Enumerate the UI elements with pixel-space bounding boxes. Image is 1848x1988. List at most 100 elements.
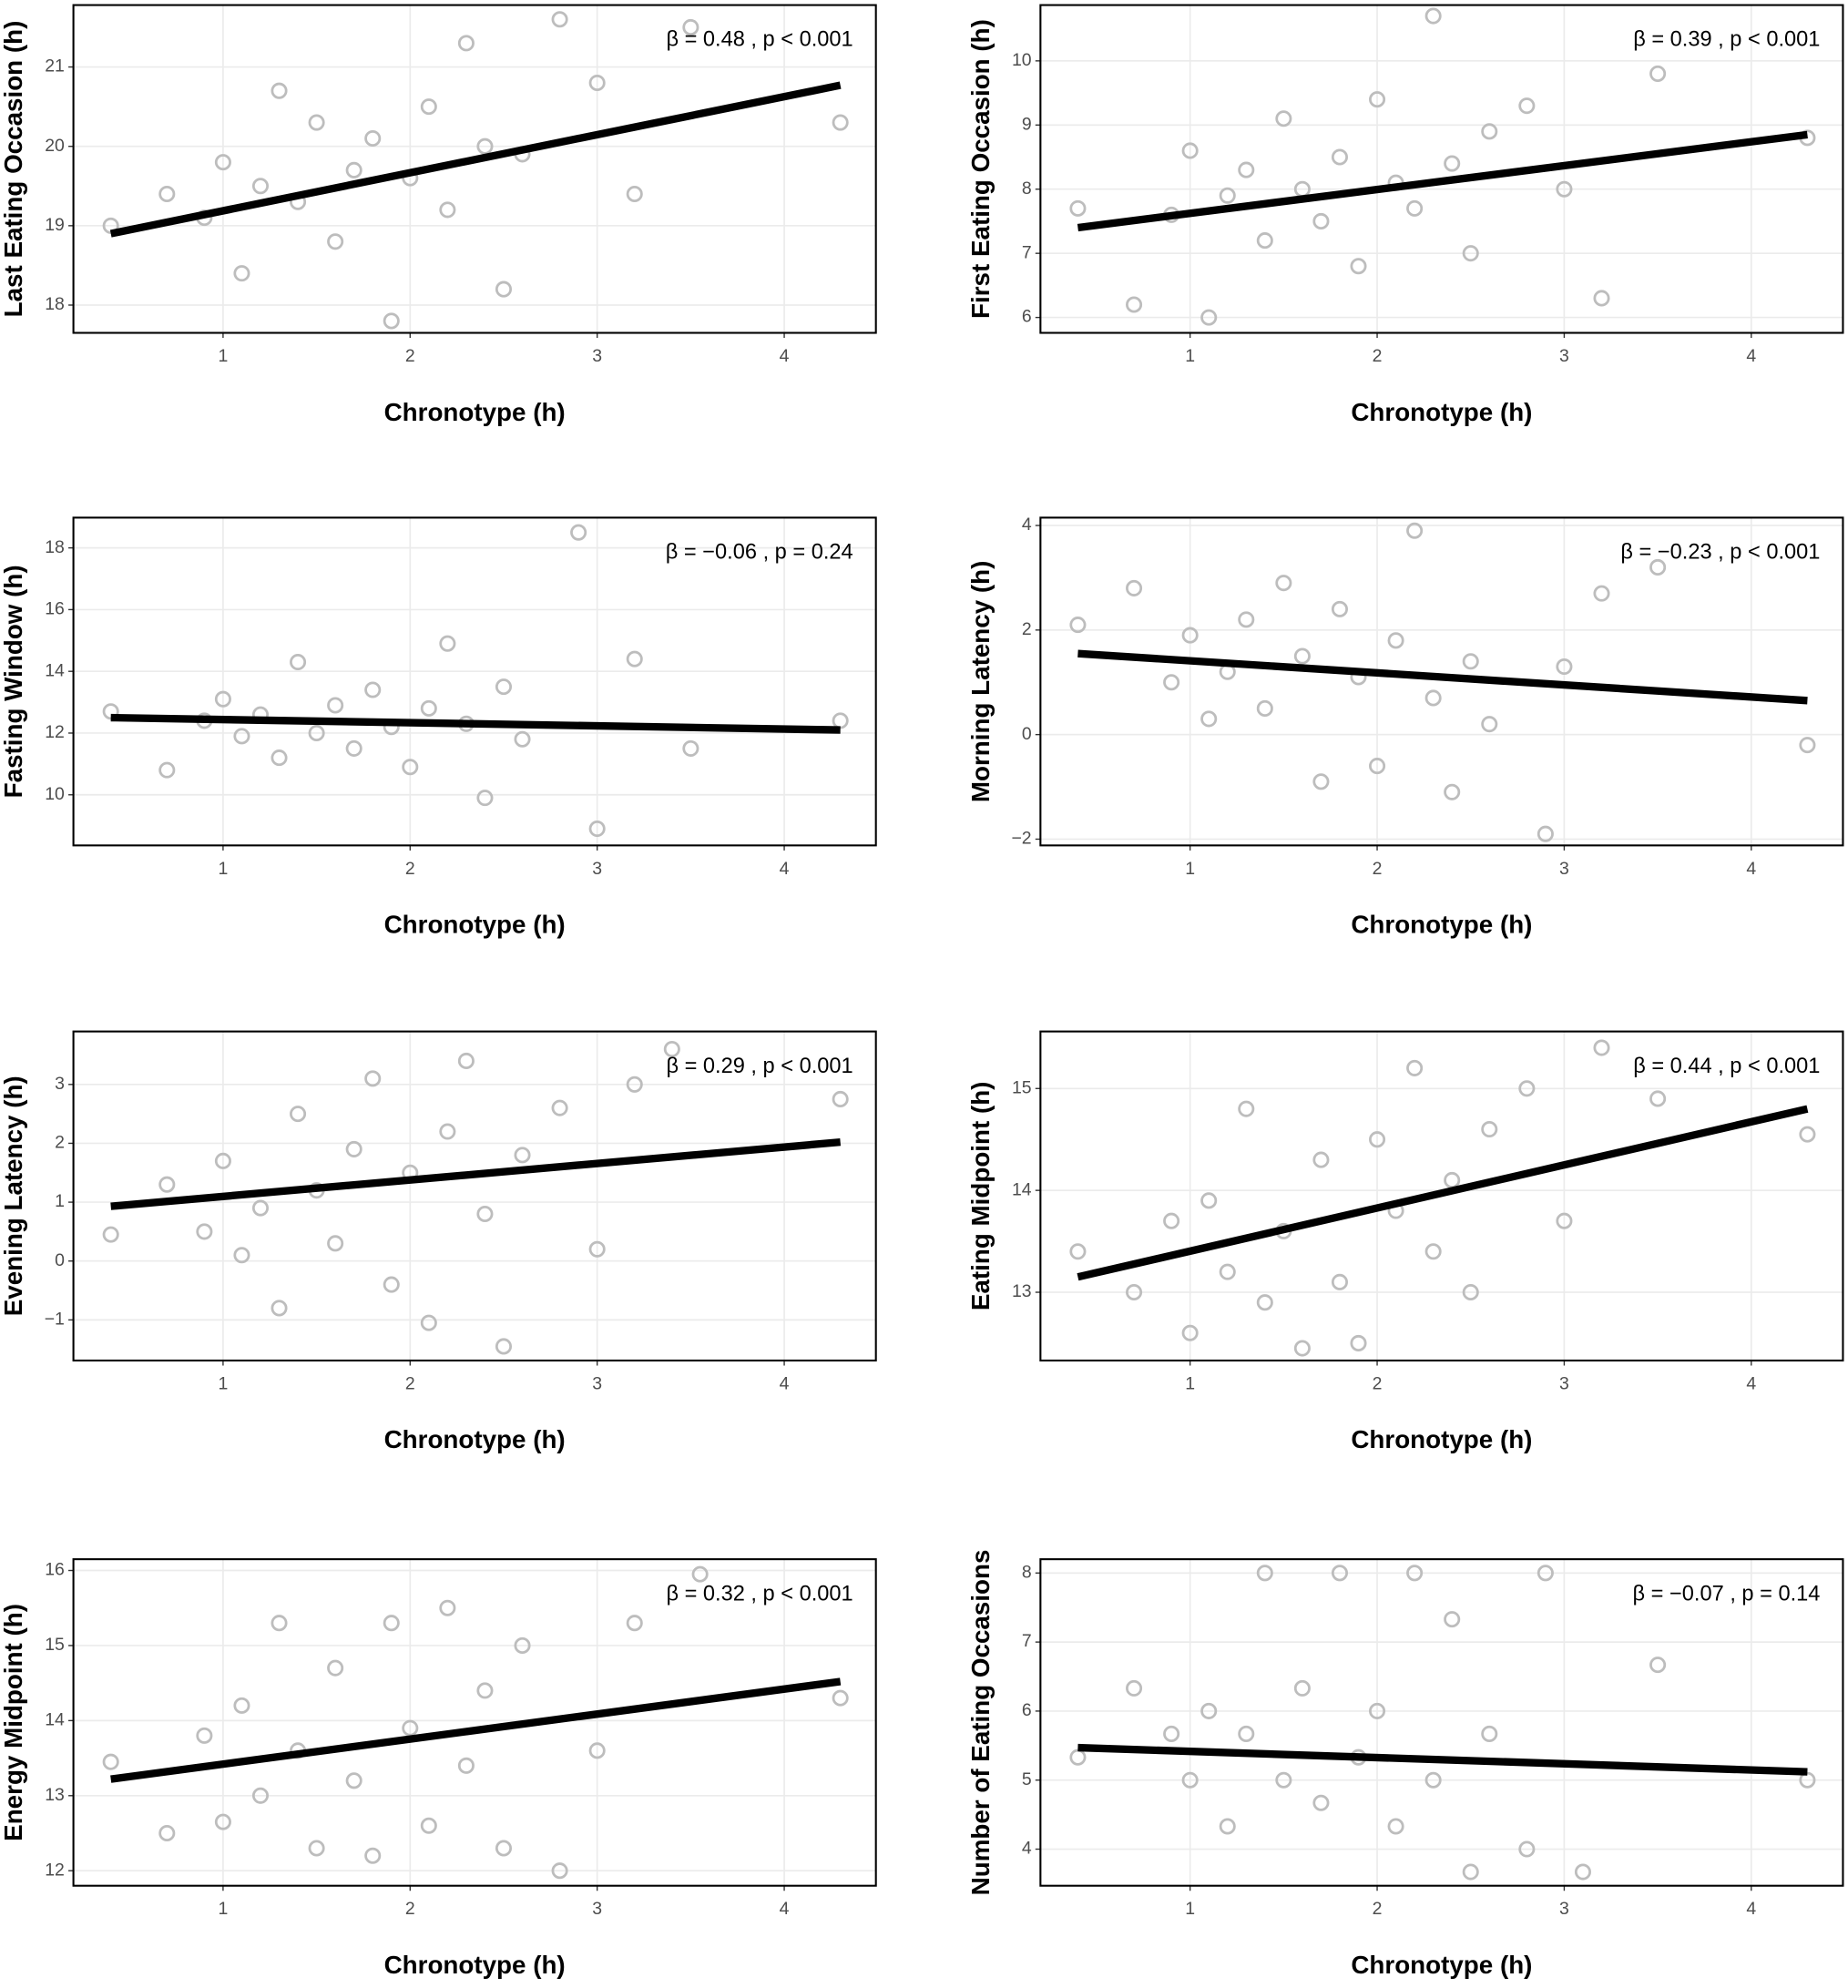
point: [1424, 689, 1442, 707]
point: [1312, 1794, 1330, 1811]
y-axis-title: First Eating Occasion (h): [966, 19, 995, 319]
point: [233, 265, 250, 282]
x-tick-label: 3: [592, 1374, 602, 1394]
point: [476, 1205, 494, 1223]
point: [1331, 148, 1348, 166]
point: [1126, 296, 1143, 313]
annotation: β = 0.32 , p < 0.001: [666, 1582, 853, 1606]
x-axis-title: Chronotype (h): [1351, 1425, 1532, 1453]
point: [214, 690, 231, 708]
y-tick-label: −1: [45, 1310, 65, 1330]
plot-frame: [1039, 4, 1844, 334]
point: [102, 1753, 119, 1770]
fit-line: [110, 1138, 842, 1210]
panel: 1 2 3 4 18 19 20 21 β = 0.48 , p < 0.001 Chronoty…: [0, 4, 877, 426]
x-tick-label: 3: [592, 1899, 602, 1919]
y-tick-label: 2: [1022, 619, 1032, 639]
annotation: β = −0.23 , p < 0.001: [1620, 541, 1820, 565]
plot-frame: [1039, 1558, 1844, 1887]
point: [1537, 825, 1554, 842]
point: [1593, 585, 1610, 602]
point: [663, 1040, 680, 1058]
annotation: β = 0.39 , p < 0.001: [1633, 28, 1820, 52]
point: [214, 1813, 231, 1830]
point: [102, 1226, 119, 1243]
y-tick-label: 14: [1012, 1179, 1032, 1199]
x-tick-label: 4: [1746, 1374, 1756, 1394]
y-tick-label: 7: [1022, 242, 1032, 262]
point: [1200, 710, 1218, 728]
plot-background: [1040, 1559, 1843, 1886]
point: [476, 790, 494, 807]
point: [1238, 161, 1255, 178]
point: [233, 728, 250, 745]
point: [271, 1615, 288, 1632]
point: [1275, 110, 1292, 127]
point: [1799, 1771, 1816, 1789]
point: [832, 1090, 849, 1108]
point: [1537, 1565, 1554, 1582]
point: [1462, 245, 1479, 262]
y-tick-label: 21: [45, 56, 65, 76]
point: [233, 1697, 250, 1714]
y-tick-label: 1: [55, 1191, 65, 1211]
x-tick-label: 4: [780, 859, 790, 879]
point: [1518, 97, 1536, 115]
point: [1424, 7, 1442, 25]
point: [1387, 1818, 1404, 1835]
y-tick-label: 8: [1022, 1562, 1032, 1582]
point: [345, 739, 362, 757]
point: [1799, 737, 1816, 754]
point: [691, 1565, 709, 1583]
point: [1238, 611, 1255, 628]
point: [327, 233, 344, 250]
point: [1649, 1657, 1667, 1674]
annotation: β = −0.07 , p = 0.14: [1633, 1582, 1821, 1606]
point: [1593, 1039, 1610, 1056]
x-tick-label: 2: [1373, 1374, 1383, 1394]
y-tick-label: 14: [45, 660, 65, 680]
point: [495, 678, 513, 696]
point: [402, 759, 419, 776]
point: [1424, 1243, 1442, 1260]
point: [308, 724, 325, 742]
point: [1181, 1324, 1199, 1341]
x-tick-label: 4: [1746, 859, 1756, 879]
annotation: β = 0.29 , p < 0.001: [666, 1055, 853, 1078]
y-axis-title: Fasting Window (h): [0, 565, 27, 798]
point: [1293, 1340, 1311, 1357]
point: [1256, 232, 1273, 250]
point: [1481, 1120, 1498, 1138]
point: [1350, 1334, 1367, 1351]
y-tick-label: 18: [45, 537, 65, 557]
point: [1331, 1565, 1348, 1582]
point: [1331, 1273, 1348, 1290]
x-tick-label: 2: [405, 1899, 415, 1919]
x-tick-label: 4: [780, 1899, 790, 1919]
x-axis-title: Chronotype (h): [384, 1951, 566, 1979]
point: [1481, 123, 1498, 140]
point: [402, 1719, 419, 1737]
point: [1163, 674, 1180, 691]
point: [1369, 1131, 1386, 1148]
plot-background: [73, 517, 876, 846]
y-axis-title: Number of Eating Occasions: [966, 1550, 995, 1896]
point: [290, 1106, 307, 1123]
y-tick-label: 16: [45, 599, 65, 619]
point: [495, 1338, 513, 1355]
point: [327, 1235, 344, 1252]
point: [364, 1847, 382, 1864]
x-tick-label: 1: [219, 1899, 229, 1919]
fit-line: [1077, 1743, 1808, 1776]
plot-frame: [1039, 516, 1844, 847]
y-tick-label: 12: [45, 722, 65, 742]
x-tick-label: 3: [1559, 1899, 1569, 1919]
y-tick-label: 0: [55, 1250, 65, 1270]
point: [1256, 699, 1273, 717]
panel: 1 2 3 4 4 5 6 7 8 β = −0.07 , p = 0.14 Chronotype …: [966, 1550, 1844, 1979]
point: [457, 35, 475, 52]
panel: 1 2 3 4 −2 0 2 4 β = −0.23 , p < 0.001 Chronotype…: [966, 515, 1844, 939]
point: [1181, 142, 1199, 159]
y-tick-label: 19: [45, 215, 65, 235]
point: [551, 1099, 568, 1116]
